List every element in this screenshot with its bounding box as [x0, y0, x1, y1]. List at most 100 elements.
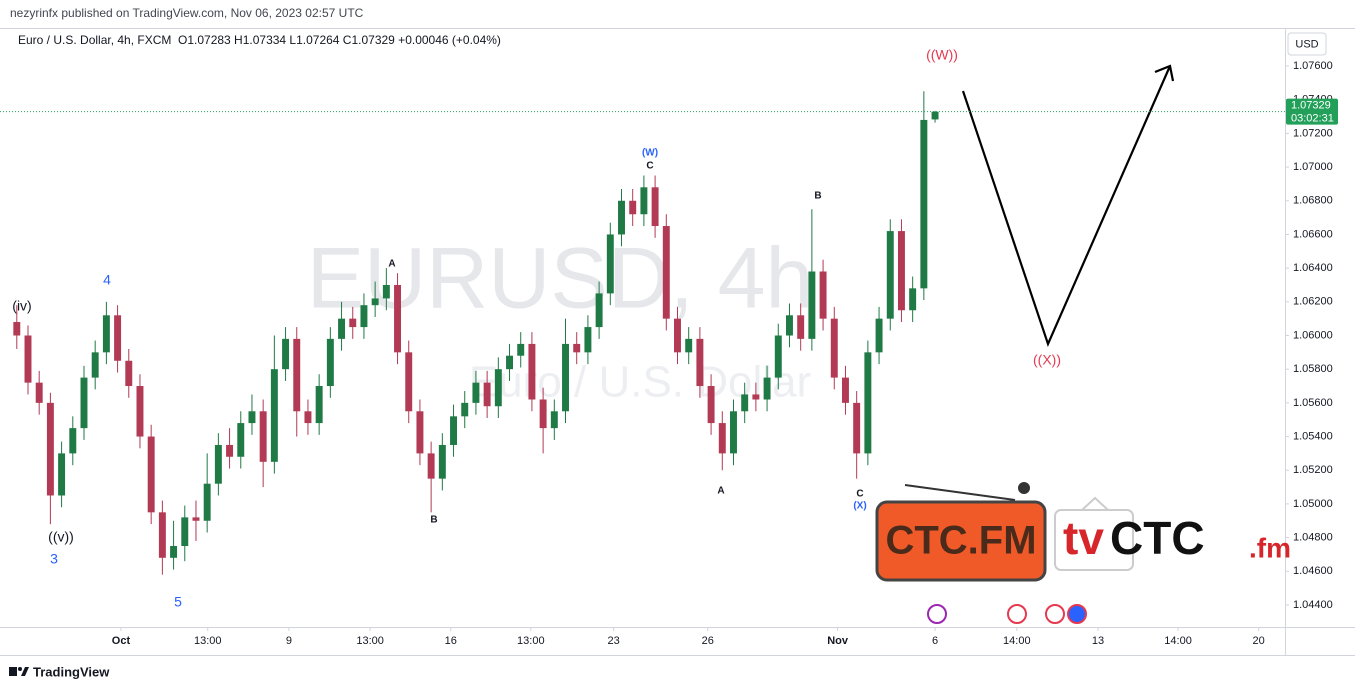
candle-body	[797, 315, 805, 339]
candle-body	[763, 377, 771, 400]
logo-antenna	[904, 484, 1016, 501]
publish-info: nezyrinfx published on TradingView.com, …	[10, 6, 364, 20]
y-tick-label: 1.07000	[1293, 161, 1333, 173]
logo-mark	[18, 667, 22, 671]
ctc-logo: CTC.FM tv CTC .fm	[875, 482, 1291, 582]
logo-tv-frame	[1054, 509, 1134, 571]
wave-label: (W)	[642, 148, 658, 159]
y-tick-label: 1.05800	[1293, 363, 1333, 375]
candle-body	[315, 386, 323, 424]
wave-label: (iv)	[12, 298, 31, 314]
x-tick-label: 26	[702, 635, 714, 647]
wave-label: ((W))	[926, 47, 958, 63]
candle-body	[786, 315, 793, 336]
candle-body	[875, 318, 883, 353]
wave-label: ((X))	[1033, 352, 1061, 368]
candle-body	[192, 517, 200, 521]
candle-body	[472, 382, 480, 403]
wave-label: A	[388, 259, 395, 270]
event-icon[interactable]	[1067, 604, 1087, 624]
x-tick-label: 13:00	[517, 635, 545, 647]
x-tick-label: 16	[445, 635, 457, 647]
wave-label: (X)	[853, 501, 866, 512]
last-price-label: 1.07329	[1291, 100, 1331, 112]
candle-body	[662, 226, 670, 319]
candle-body	[741, 394, 749, 412]
candle-body	[349, 318, 357, 328]
candle-body	[853, 402, 861, 454]
y-tick-label: 1.06800	[1293, 195, 1333, 207]
candle-body	[562, 343, 569, 412]
y-tick-label: 1.04800	[1293, 532, 1333, 544]
candle-body	[573, 343, 581, 353]
candle-body	[450, 416, 458, 445]
candle-body	[539, 399, 547, 429]
candle-body	[270, 369, 278, 462]
candle-body	[237, 423, 245, 457]
y-tick-label: 1.06400	[1293, 262, 1333, 274]
candle-body	[248, 411, 256, 424]
y-tick-label: 1.06200	[1293, 296, 1333, 308]
tradingview-logo: TradingView	[9, 664, 110, 679]
y-tick-label: 1.05200	[1293, 464, 1333, 476]
last-price-box	[1286, 98, 1338, 125]
candle-body	[909, 288, 917, 311]
y-tick-label: 1.05000	[1293, 498, 1333, 510]
candle-body	[13, 322, 21, 336]
wave-label: 4	[103, 272, 111, 288]
x-tick-label: 20	[1253, 635, 1265, 647]
currency-button[interactable]	[1287, 32, 1327, 56]
y-tick-label: 1.07600	[1293, 60, 1333, 72]
candle-body	[405, 352, 413, 412]
wave-label: ((v))	[48, 529, 74, 545]
candle-body	[897, 231, 905, 311]
plot-area	[13, 91, 939, 575]
x-tick-label: 13:00	[356, 635, 384, 647]
logo-right-main: CTC	[1110, 512, 1205, 564]
candle-body	[125, 360, 133, 387]
logo-right-suffix: .fm	[1249, 532, 1291, 563]
candle-body	[282, 338, 290, 370]
candle-body	[102, 315, 110, 353]
ohlc-info: O1.07283 H1.07334 L1.07264 C1.07329 +0.0…	[178, 33, 501, 47]
candle-body	[584, 327, 592, 353]
x-tick-label: 13:00	[194, 635, 222, 647]
wave-label: 3	[50, 551, 58, 567]
candle-body	[808, 271, 816, 339]
wave-label: B	[430, 515, 437, 526]
candle-body	[606, 234, 614, 294]
candle-body	[685, 338, 693, 353]
candle-body	[416, 411, 424, 454]
candle-body	[69, 428, 77, 454]
candle-body	[394, 284, 402, 353]
candle-body	[461, 402, 469, 417]
logo-mark	[21, 667, 29, 676]
wave-label: C	[646, 161, 653, 172]
wave-label: 5	[174, 594, 182, 610]
wave-label: B	[814, 191, 821, 202]
candle-body	[517, 343, 525, 356]
wave-label: C	[856, 489, 863, 500]
event-icon[interactable]	[927, 604, 947, 624]
y-tick-label: 1.04600	[1293, 565, 1333, 577]
candle-body	[170, 546, 178, 558]
event-icon[interactable]	[1045, 604, 1065, 624]
candle-body	[819, 271, 827, 319]
candle-body	[629, 200, 637, 215]
candle-body	[920, 119, 928, 289]
candle-body	[427, 453, 435, 479]
logo-right-prefix: tv	[1063, 512, 1104, 564]
symbol-info: Euro / U.S. Dollar, 4h, FXCM	[18, 33, 171, 47]
candle-body	[114, 315, 122, 361]
projection	[961, 64, 1175, 348]
watermark-sub: Euro / U.S. Dollar	[469, 358, 811, 407]
candle-body	[550, 411, 558, 429]
candle-body	[158, 512, 166, 558]
candle-body	[382, 284, 390, 299]
logo-left-text: CTC.FM	[885, 519, 1036, 563]
y-tick-label: 1.07200	[1293, 127, 1333, 139]
event-icon[interactable]	[1007, 604, 1027, 624]
countdown-label: 03:02:31	[1291, 113, 1334, 125]
logo-antenna-knob	[1018, 482, 1030, 494]
y-tick-label: 1.05600	[1293, 397, 1333, 409]
